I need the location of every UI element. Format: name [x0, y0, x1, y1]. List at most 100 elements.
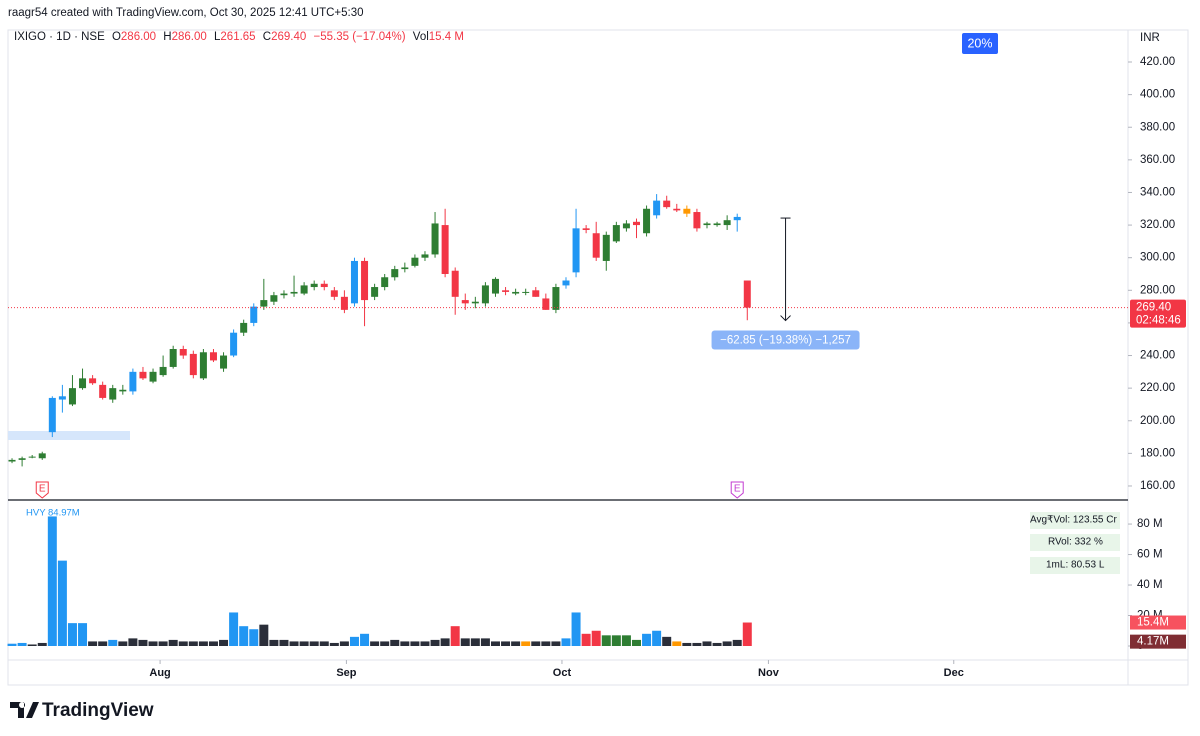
volume-bar	[400, 641, 410, 646]
volume-bar	[27, 644, 37, 646]
low-value: 261.65	[220, 31, 255, 43]
info-box	[1030, 512, 1120, 529]
volume-bar	[188, 641, 198, 646]
volume-bar	[47, 516, 57, 646]
info-box	[1030, 557, 1120, 574]
y2-tick-label: 40 M	[1137, 579, 1163, 591]
currency: INR	[1140, 32, 1160, 44]
info-box	[1030, 534, 1120, 551]
volume-bar	[561, 638, 571, 646]
vol-value: 15.4 M	[429, 31, 464, 43]
candle-body	[290, 291, 298, 294]
high-label: H	[163, 31, 171, 43]
volume-bar	[410, 641, 420, 646]
volume-bar	[702, 641, 712, 646]
volume-bar	[178, 641, 188, 646]
volume-bar	[279, 639, 289, 646]
volume-bar	[118, 641, 128, 646]
volume-bar	[541, 641, 551, 646]
candle-body	[673, 208, 681, 211]
candle-body	[28, 456, 36, 458]
candle-body	[220, 355, 228, 369]
volume-bar	[460, 638, 470, 646]
candle-body	[743, 280, 751, 308]
high-value: 286.00	[172, 31, 207, 43]
zoom-label[interactable]: 20%	[967, 36, 992, 50]
y-tick-label: 160.00	[1140, 480, 1175, 492]
earnings-label: E	[734, 484, 741, 495]
candle-body	[240, 322, 248, 333]
volume-bar	[390, 639, 400, 646]
volume-bar	[289, 641, 299, 646]
volume-bar	[420, 641, 430, 646]
candle-body	[280, 293, 288, 296]
candle-body	[502, 290, 510, 292]
chart-frame	[7, 29, 1189, 686]
y-tick-label: 200.00	[1140, 415, 1175, 427]
rvol: RVol: 332 %	[1048, 537, 1103, 548]
volume-bar	[591, 630, 601, 646]
volume-bar	[219, 639, 229, 646]
candle-body	[522, 291, 530, 293]
volume-bar	[349, 636, 359, 646]
volume-bar	[168, 639, 178, 646]
volume-bar	[430, 639, 440, 646]
measure-arrow	[780, 315, 791, 322]
y-tick-label: 240.00	[1140, 350, 1175, 362]
last-volume-label: 15.4M	[1137, 617, 1169, 629]
volume-bar	[88, 641, 98, 646]
volume-bar	[440, 638, 450, 646]
y-tick-label: 180.00	[1140, 447, 1175, 459]
candle-body	[663, 200, 671, 208]
candle-body	[230, 332, 238, 356]
volume-bar	[601, 635, 611, 646]
candle-body	[723, 220, 731, 226]
volume-bar	[722, 641, 732, 646]
volume-bar	[329, 642, 339, 646]
volume-bar	[511, 641, 521, 646]
volume-bar	[662, 636, 672, 646]
volume-bar	[742, 622, 752, 646]
volume-bar	[158, 641, 168, 646]
candle-body	[391, 269, 399, 278]
candle-body	[68, 388, 76, 405]
volume-bar	[319, 641, 329, 646]
zoom-button[interactable]	[962, 33, 998, 54]
candle-body	[38, 453, 46, 459]
volume-bar	[309, 641, 319, 646]
volume-bar	[370, 641, 380, 646]
highlight-zone	[8, 431, 130, 440]
candle-body	[189, 353, 197, 376]
measure-box	[711, 330, 860, 350]
measure-label: −62.85 (−19.38%) −1,257	[720, 335, 851, 347]
candle-body	[381, 277, 389, 288]
candle-body	[592, 233, 600, 258]
open-value: 286.00	[121, 31, 156, 43]
volume-bar	[269, 639, 279, 646]
earnings-label: E	[39, 484, 46, 495]
candle-body	[209, 352, 217, 361]
x-tick-label: Aug	[149, 667, 170, 679]
volume-bar	[7, 643, 17, 646]
volume-bar	[642, 633, 652, 646]
candle-body	[179, 349, 187, 356]
avg-vol: Avg₹Vol: 123.55 Cr	[1030, 515, 1117, 526]
volume-bar	[652, 630, 662, 646]
candle-body	[693, 212, 701, 229]
legend: IXIGO · 1D · NSE O286.00 H286.00 L261.65…	[14, 31, 464, 43]
candle-body	[169, 349, 177, 367]
volume-bar	[299, 641, 309, 646]
vol-label: Vol	[413, 31, 429, 43]
volume-bar	[732, 639, 742, 646]
y-tick-label: 400.00	[1140, 89, 1175, 101]
x-tick-label: Dec	[944, 667, 964, 679]
candle-body	[491, 278, 499, 294]
volume-bar	[682, 642, 692, 646]
candle-body	[371, 287, 379, 297]
candle-body	[572, 228, 580, 273]
volume-bar	[360, 633, 370, 646]
candle-body	[582, 228, 590, 230]
volume-bar	[501, 641, 511, 646]
candle-body	[451, 270, 459, 297]
